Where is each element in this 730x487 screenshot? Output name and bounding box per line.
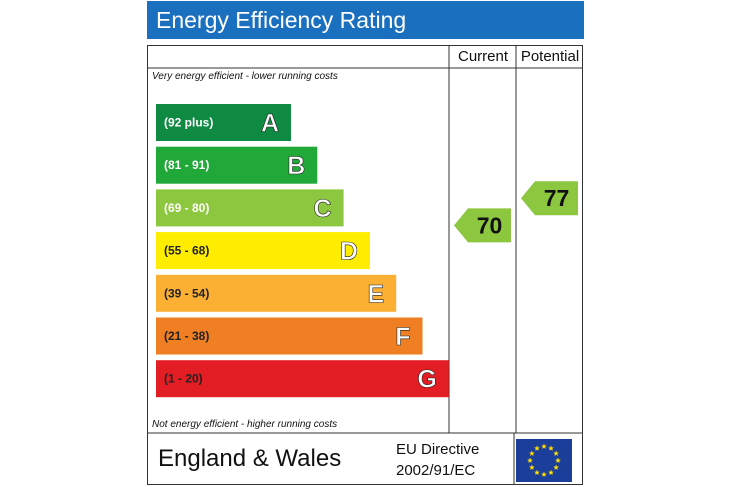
title-bar: Energy Efficiency Rating	[147, 1, 584, 39]
efficient-note: Very energy efficient - lower running co…	[152, 71, 338, 82]
eu-star-icon	[534, 445, 540, 451]
potential-rating-score: 77	[544, 185, 570, 211]
current-rating-score: 70	[477, 212, 503, 238]
eu-star-icon	[548, 445, 554, 451]
band-range-f: (21 - 38)	[164, 329, 209, 343]
eu-star-icon	[555, 457, 561, 463]
band-range-d: (55 - 68)	[164, 244, 209, 258]
chart-title: Energy Efficiency Rating	[156, 7, 407, 33]
band-e	[156, 274, 397, 312]
eu-star-icon	[527, 457, 533, 463]
band-a	[156, 104, 291, 141]
eu-star-icon	[553, 450, 559, 456]
eu-star-icon	[529, 450, 535, 456]
band-range-g: (1 - 20)	[164, 372, 203, 386]
eu-star-icon	[548, 469, 554, 476]
current-rating-arrow	[454, 208, 511, 243]
directive-line-2: 2002/91/EC	[396, 462, 476, 479]
band-f	[156, 317, 423, 355]
inefficient-note: Not energy efficient - higher running co…	[152, 419, 338, 430]
band-b	[156, 146, 318, 184]
chart-frame	[147, 45, 583, 485]
band-letter-c: C	[314, 195, 332, 223]
band-letter-d: D	[340, 238, 358, 266]
current-column-header: Current	[457, 48, 509, 65]
potential-rating-arrow	[521, 181, 578, 216]
eu-star-icon	[541, 443, 547, 449]
eu-star-icon	[553, 464, 559, 470]
band-g	[156, 360, 449, 398]
region-label: England & Wales	[158, 445, 342, 472]
band-letter-b: B	[287, 152, 305, 180]
band-range-a: (92 plus)	[164, 116, 213, 130]
directive-label: EU Directive 2002/91/EC	[396, 439, 479, 481]
band-range-c: (69 - 80)	[164, 201, 209, 215]
eu-star-icon	[529, 464, 535, 470]
eu-star-icon	[541, 471, 547, 477]
band-letter-g: G	[417, 366, 436, 394]
band-c	[156, 189, 344, 227]
eu-star-icon	[534, 469, 540, 476]
band-letter-a: A	[261, 110, 279, 138]
band-letter-e: E	[368, 280, 385, 308]
directive-line-1: EU Directive	[396, 441, 480, 458]
potential-column-header: Potential	[520, 48, 580, 65]
band-range-e: (39 - 54)	[164, 286, 209, 300]
band-range-b: (81 - 91)	[164, 158, 209, 172]
band-d	[156, 232, 370, 270]
band-letter-f: F	[395, 323, 410, 351]
